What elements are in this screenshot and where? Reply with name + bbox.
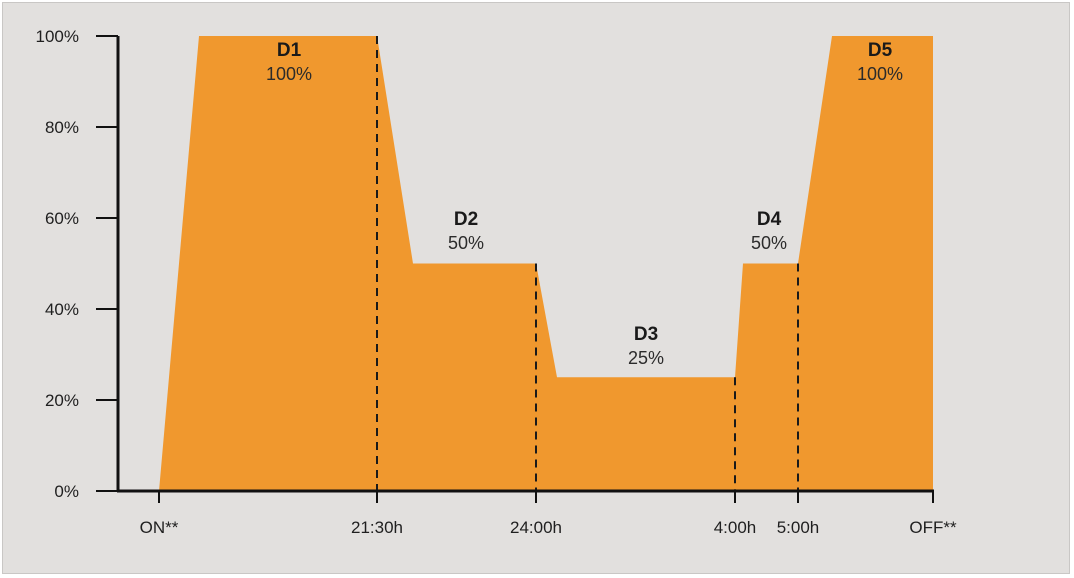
segment-value-label: 25% — [628, 348, 664, 368]
x-tick-label: 21:30h — [351, 518, 403, 537]
y-tick-label: 40% — [45, 300, 79, 319]
x-tick-label: 24:00h — [510, 518, 562, 537]
segment-value-label: 100% — [266, 64, 312, 84]
y-tick-label: 100% — [36, 27, 79, 46]
x-tick-label: 5:00h — [777, 518, 820, 537]
segment-name: D4 — [757, 209, 782, 230]
segment-value-label: 50% — [448, 233, 484, 253]
segment-name: D1 — [277, 40, 302, 61]
y-tick-label: 80% — [45, 118, 79, 137]
segment-name: D3 — [634, 324, 658, 345]
segment-name: D2 — [454, 209, 478, 230]
segment-value-label: 50% — [751, 233, 787, 253]
x-tick-label: OFF** — [909, 518, 957, 537]
y-tick-label: 0% — [54, 482, 79, 501]
profile-area — [159, 36, 933, 491]
x-tick-label: ON** — [140, 518, 179, 537]
y-tick-label: 20% — [45, 391, 79, 410]
dimming-profile-chart: 0% 20% 40% 60% 80% 100% ON** 21:30h 24:00h 4:00h 5… — [36, 27, 957, 537]
x-tick-label: 4:00h — [714, 518, 757, 537]
y-tick-label: 60% — [45, 209, 79, 228]
segment-name: D5 — [868, 40, 893, 61]
segment-value-label: 100% — [857, 64, 903, 84]
